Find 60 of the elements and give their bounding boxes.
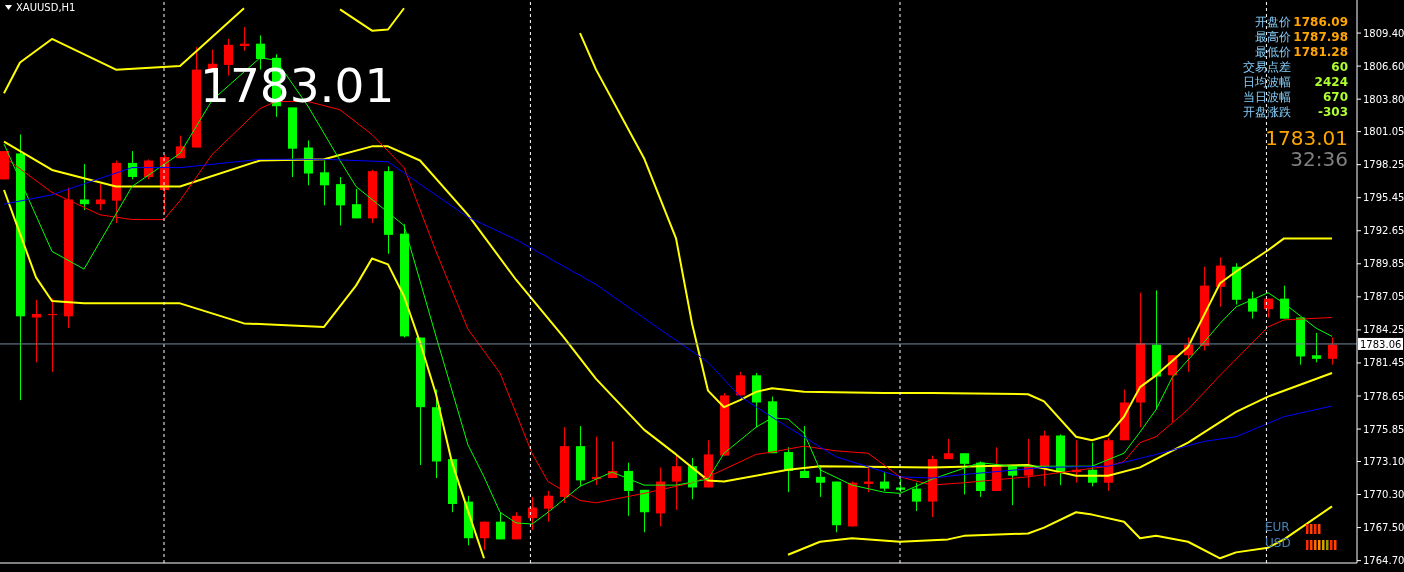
y-tick-label: 1775.85 <box>1363 423 1404 435</box>
chart-title: XAUUSD,H1 <box>16 2 76 13</box>
candlestick <box>640 489 650 533</box>
candlestick <box>784 446 794 493</box>
annotation: 670 <box>1322 90 1348 105</box>
candlestick <box>880 471 890 492</box>
annotation: 1783.01 <box>1265 126 1348 150</box>
candlestick <box>128 150 137 180</box>
candlestick <box>816 466 826 498</box>
annotation: 最低价 <box>1255 45 1291 60</box>
candlestick <box>96 183 105 211</box>
y-tick-label: 1809.40 <box>1363 27 1404 39</box>
annotation: 1787.98 <box>1293 30 1348 45</box>
y-tick-label: 1784.25 <box>1363 324 1404 336</box>
annotation: -303 <box>1317 105 1348 120</box>
annotation: 日均波幅 <box>1243 75 1291 90</box>
y-tick-label: 1798.25 <box>1363 159 1404 171</box>
candlestick <box>1248 291 1258 320</box>
line-series <box>787 505 1334 560</box>
annotation: 开盘价 <box>1255 15 1291 30</box>
annotation: EUR <box>1265 520 1290 535</box>
candlestick <box>320 160 330 206</box>
y-tick-label: 1770.30 <box>1363 489 1404 501</box>
candlestick <box>800 425 810 479</box>
y-tick-label: 1806.60 <box>1363 60 1404 72</box>
y-tick-label: 1801.05 <box>1363 126 1404 138</box>
candlestick <box>352 188 362 219</box>
ref-line-label: 1783.06 <box>1360 338 1402 350</box>
candlestick <box>544 490 554 523</box>
y-tick-label: 1803.80 <box>1363 93 1404 105</box>
y-tick-label: 1792.65 <box>1363 225 1404 237</box>
y-tick-label: 1781.45 <box>1363 357 1404 369</box>
candlestick <box>624 462 634 517</box>
annotation: 1786.09 <box>1293 15 1348 30</box>
line-series <box>3 189 486 560</box>
y-tick-label: 1787.05 <box>1363 291 1404 303</box>
candlestick <box>528 496 538 531</box>
annotation: 60 <box>1331 60 1348 75</box>
annotation: 开盘涨跌 <box>1243 105 1291 120</box>
candlestick <box>480 521 490 551</box>
y-tick-label: 1795.45 <box>1363 192 1404 204</box>
candlestick <box>336 176 346 226</box>
y-tick-label: 1767.50 <box>1363 522 1404 534</box>
annotation: 交易点差 <box>1243 60 1291 75</box>
annotation: 1781.28 <box>1293 45 1348 60</box>
candlestick <box>1312 332 1322 363</box>
candlestick <box>1280 285 1290 320</box>
annotation: 32:36 <box>1290 147 1348 171</box>
y-tick-label: 1778.65 <box>1363 390 1404 402</box>
y-tick-label: 1789.85 <box>1363 258 1404 270</box>
candlestick <box>960 452 970 496</box>
y-tick-label: 1764.70 <box>1363 555 1404 567</box>
candlestick <box>80 163 89 211</box>
annotation: 当日波幅 <box>1243 90 1291 105</box>
annotation: 最高价 <box>1255 30 1291 45</box>
y-tick-label: 1773.10 <box>1363 456 1404 468</box>
line-series <box>339 7 406 32</box>
candlestick <box>1328 337 1338 366</box>
candlestick <box>912 482 922 512</box>
annotation: 2424 <box>1314 75 1348 90</box>
